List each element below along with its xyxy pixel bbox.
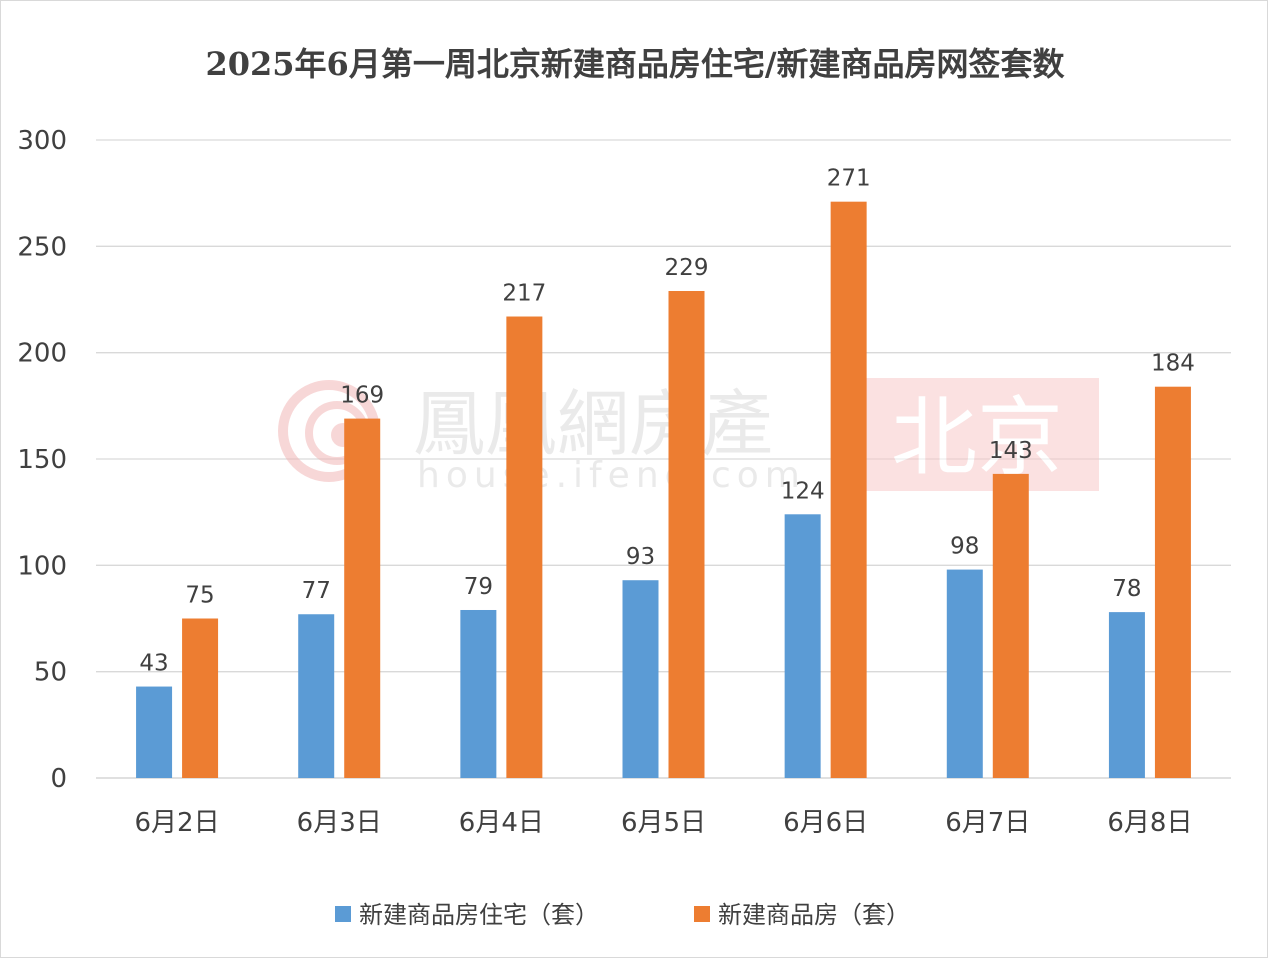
bar-series-1 [460,609,497,778]
x-tick-label: 6月8日 [1107,808,1192,838]
watermark: 鳳凰網房產 house.ifeng.com 北京 [278,378,1099,496]
bar-series-1 [136,686,173,778]
x-tick-label: 6月5日 [621,808,706,838]
legend: 新建商品房住宅（套） 新建商品房（套） [335,901,910,929]
bar-series-2 [182,618,219,778]
x-tick-label: 6月4日 [459,808,544,838]
y-tick-label: 100 [17,551,67,581]
data-label: 93 [626,544,655,570]
data-label: 77 [302,578,331,604]
x-tick-label: 6月6日 [783,808,868,838]
data-label: 79 [464,574,493,600]
y-tick-label: 250 [17,232,67,262]
x-tick-label: 6月3日 [297,808,382,838]
bar-series-2 [344,418,381,778]
data-label: 217 [502,281,546,307]
y-axis-ticks: 0 50 100 150 200 250 300 [17,126,67,794]
data-label: 98 [950,534,979,560]
bar-series-1 [1108,612,1145,778]
x-tick-label: 6月2日 [135,808,220,838]
bar-series-1 [622,580,659,778]
data-label: 184 [1151,351,1195,377]
data-label: 124 [781,478,825,504]
legend-label: 新建商品房住宅（套） [359,901,599,929]
bars [136,201,1191,778]
y-tick-label: 150 [17,445,67,475]
y-tick-label: 200 [17,339,67,369]
bar-series-2 [668,290,705,778]
bar-series-1 [784,514,821,778]
bar-series-2 [830,201,867,778]
bar-series-2 [992,473,1029,778]
chart-title: 2025年6月第一周北京新建商品房住宅/新建商品房网签套数 [205,45,1065,83]
watermark-city: 北京 [891,388,1063,488]
y-tick-label: 0 [50,764,67,794]
data-label: 229 [665,255,709,281]
bar-series-2 [506,316,543,778]
data-label: 78 [1112,576,1141,602]
bar-series-1 [298,614,335,778]
bar-series-2 [1154,386,1191,778]
bar-series-1 [946,569,983,778]
y-tick-label: 300 [17,126,67,156]
legend-swatch [335,906,351,922]
gridlines [96,139,1231,779]
x-axis-ticks: 6月2日 6月3日 6月4日 6月5日 6月6日 6月7日 6月8日 [135,808,1193,838]
legend-label: 新建商品房（套） [718,901,910,929]
data-labels: 43 75 77 169 79 217 93 229 124 271 98 143 78 184 [139,166,1194,677]
data-label: 271 [827,166,871,192]
data-label: 75 [185,583,214,609]
data-label: 169 [340,383,384,409]
data-label: 43 [139,651,168,677]
watermark-city-box [856,378,1099,491]
data-label: 143 [989,438,1033,464]
x-tick-label: 6月7日 [945,808,1030,838]
watermark-url: house.ifeng.com [417,455,806,496]
watermark-brand: 鳳凰網房產 [413,382,773,466]
legend-swatch [694,906,710,922]
y-tick-label: 50 [34,658,67,688]
